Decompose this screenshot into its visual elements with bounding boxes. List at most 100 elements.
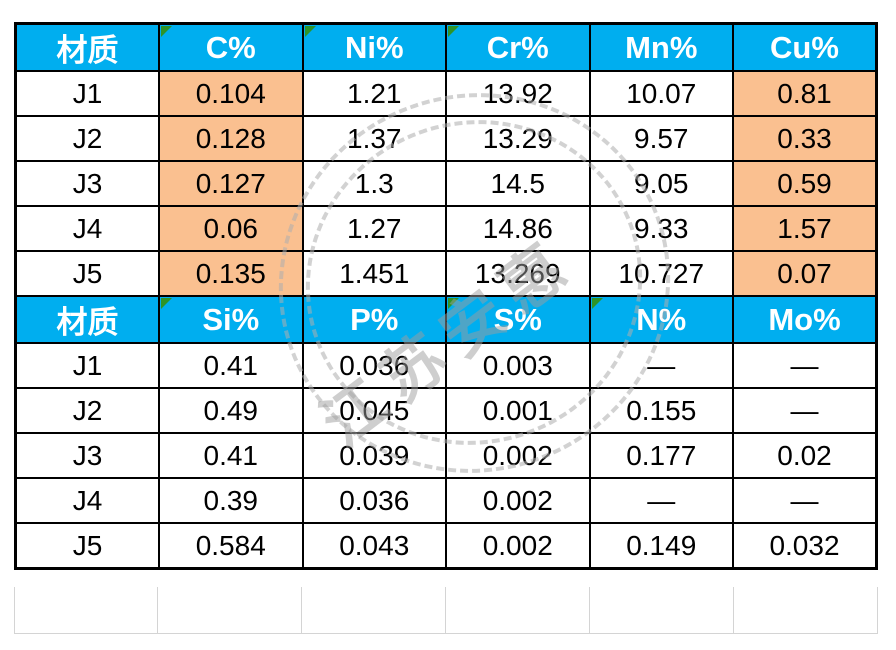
table-row: J3 0.41 0.039 0.002 0.177 0.02 — [14, 432, 878, 479]
column-header-label: Ni% — [344, 29, 404, 65]
composition-table: 材质 C% Ni% Cr% Mn% Cu% J1 0.104 1.21 13.92 10.07 0.8… — [14, 22, 878, 570]
material-label-cell: J4 — [14, 205, 160, 252]
value-cell: 0.128 — [158, 115, 304, 162]
value-cell: 1.21 — [301, 70, 447, 117]
material-label-cell: J4 — [14, 477, 160, 524]
column-header: Mn% — [588, 22, 734, 72]
header-row: 材质 Si% P% S% N% Mo% — [14, 295, 878, 344]
value-cell: 0.127 — [158, 160, 304, 207]
column-header-label: Mo% — [768, 301, 841, 337]
value-cell: 1.37 — [301, 115, 447, 162]
column-header: S% — [445, 295, 591, 344]
value-cell: 1.451 — [301, 250, 447, 297]
table-row: J5 0.584 0.043 0.002 0.149 0.032 — [14, 522, 878, 570]
empty-cell — [590, 587, 734, 634]
value-cell: 0.81 — [732, 70, 878, 117]
value-cell: 0.045 — [301, 387, 447, 434]
error-indicator-triangle-icon — [448, 26, 459, 37]
column-header: 材质 — [14, 22, 160, 72]
material-label-cell: J3 — [14, 432, 160, 479]
value-cell: 0.584 — [158, 522, 304, 570]
value-cell: 0.39 — [158, 477, 304, 524]
column-header: Cr% — [445, 22, 591, 72]
error-indicator-triangle-icon — [591, 298, 603, 309]
value-cell: 0.001 — [445, 387, 591, 434]
value-cell: 0.33 — [732, 115, 878, 162]
empty-cell — [14, 587, 158, 634]
value-cell: 0.104 — [158, 70, 304, 117]
value-cell: 0.043 — [301, 522, 447, 570]
value-cell: 1.57 — [732, 205, 878, 252]
column-header-label: Cr% — [486, 29, 549, 65]
value-cell: 1.3 — [301, 160, 447, 207]
column-header-label: P% — [350, 301, 399, 337]
value-cell: 0.003 — [445, 342, 591, 389]
column-header-label: N% — [636, 301, 687, 337]
value-cell: 0.036 — [301, 342, 447, 389]
column-header: Cu% — [732, 22, 878, 72]
error-indicator-triangle-icon — [161, 26, 172, 37]
value-cell: 0.06 — [158, 205, 304, 252]
value-cell: 13.29 — [445, 115, 591, 162]
value-cell: 0.155 — [588, 387, 734, 434]
column-header-label: 材质 — [56, 305, 119, 340]
table-row: J1 0.41 0.036 0.003— — — [14, 342, 878, 389]
material-label-cell: J1 — [14, 342, 160, 389]
value-cell: 10.07 — [588, 70, 734, 117]
empty-row — [14, 587, 878, 634]
empty-cell — [158, 587, 302, 634]
table-row: J5 0.135 1.451 13.269 10.727 0.07 — [14, 250, 878, 297]
value-cell: 9.05 — [588, 160, 734, 207]
table-row: J2 0.128 1.37 13.29 9.57 0.33 — [14, 115, 878, 162]
value-cell: 0.135 — [158, 250, 304, 297]
table-row: J4 0.06 1.27 14.86 9.33 1.57 — [14, 205, 878, 252]
value-cell: 0.036 — [301, 477, 447, 524]
material-label-cell: J5 — [14, 522, 160, 570]
value-cell: — — [732, 342, 878, 389]
value-cell: 0.039 — [301, 432, 447, 479]
column-header: Ni% — [301, 22, 447, 72]
value-cell: 0.002 — [445, 432, 591, 479]
material-label-cell: J3 — [14, 160, 160, 207]
table-row: J4 0.39 0.036 0.002— — — [14, 477, 878, 524]
value-cell: 10.727 — [588, 250, 734, 297]
value-cell: 9.57 — [588, 115, 734, 162]
value-cell: 9.33 — [588, 205, 734, 252]
value-cell: 0.149 — [588, 522, 734, 570]
column-header: Mo% — [732, 295, 878, 344]
value-cell: 0.002 — [445, 477, 591, 524]
material-label-cell: J2 — [14, 115, 160, 162]
value-cell: — — [732, 477, 878, 524]
value-cell: 0.41 — [158, 342, 304, 389]
column-header: P% — [301, 295, 447, 344]
value-cell: 1.27 — [301, 205, 447, 252]
value-cell: 0.177 — [588, 432, 734, 479]
column-header-label: Cu% — [770, 29, 839, 65]
value-cell: 14.86 — [445, 205, 591, 252]
empty-cell — [302, 587, 446, 634]
table-row: J1 0.104 1.21 13.92 10.07 0.81 — [14, 70, 878, 117]
error-indicator-triangle-icon — [304, 26, 316, 37]
value-cell: 13.92 — [445, 70, 591, 117]
material-label-cell: J5 — [14, 250, 160, 297]
value-cell: 0.032 — [732, 522, 878, 570]
value-cell: 0.49 — [158, 387, 304, 434]
table-row: J3 0.127 1.3 14.5 9.05 0.59 — [14, 160, 878, 207]
column-header: N% — [588, 295, 734, 344]
empty-cell — [734, 587, 878, 634]
value-cell: 0.41 — [158, 432, 304, 479]
column-header-label: S% — [493, 301, 542, 337]
material-label-cell: J2 — [14, 387, 160, 434]
empty-cell — [446, 587, 590, 634]
column-header: C% — [158, 22, 304, 72]
column-header-label: 材质 — [56, 33, 119, 68]
value-cell: — — [732, 387, 878, 434]
value-cell: 0.02 — [732, 432, 878, 479]
column-header-label: C% — [205, 29, 256, 65]
error-indicator-triangle-icon — [161, 298, 172, 309]
value-cell: — — [588, 342, 734, 389]
table-row: J2 0.49 0.045 0.001 0.155— — [14, 387, 878, 434]
value-cell: 0.59 — [732, 160, 878, 207]
value-cell: 13.269 — [445, 250, 591, 297]
